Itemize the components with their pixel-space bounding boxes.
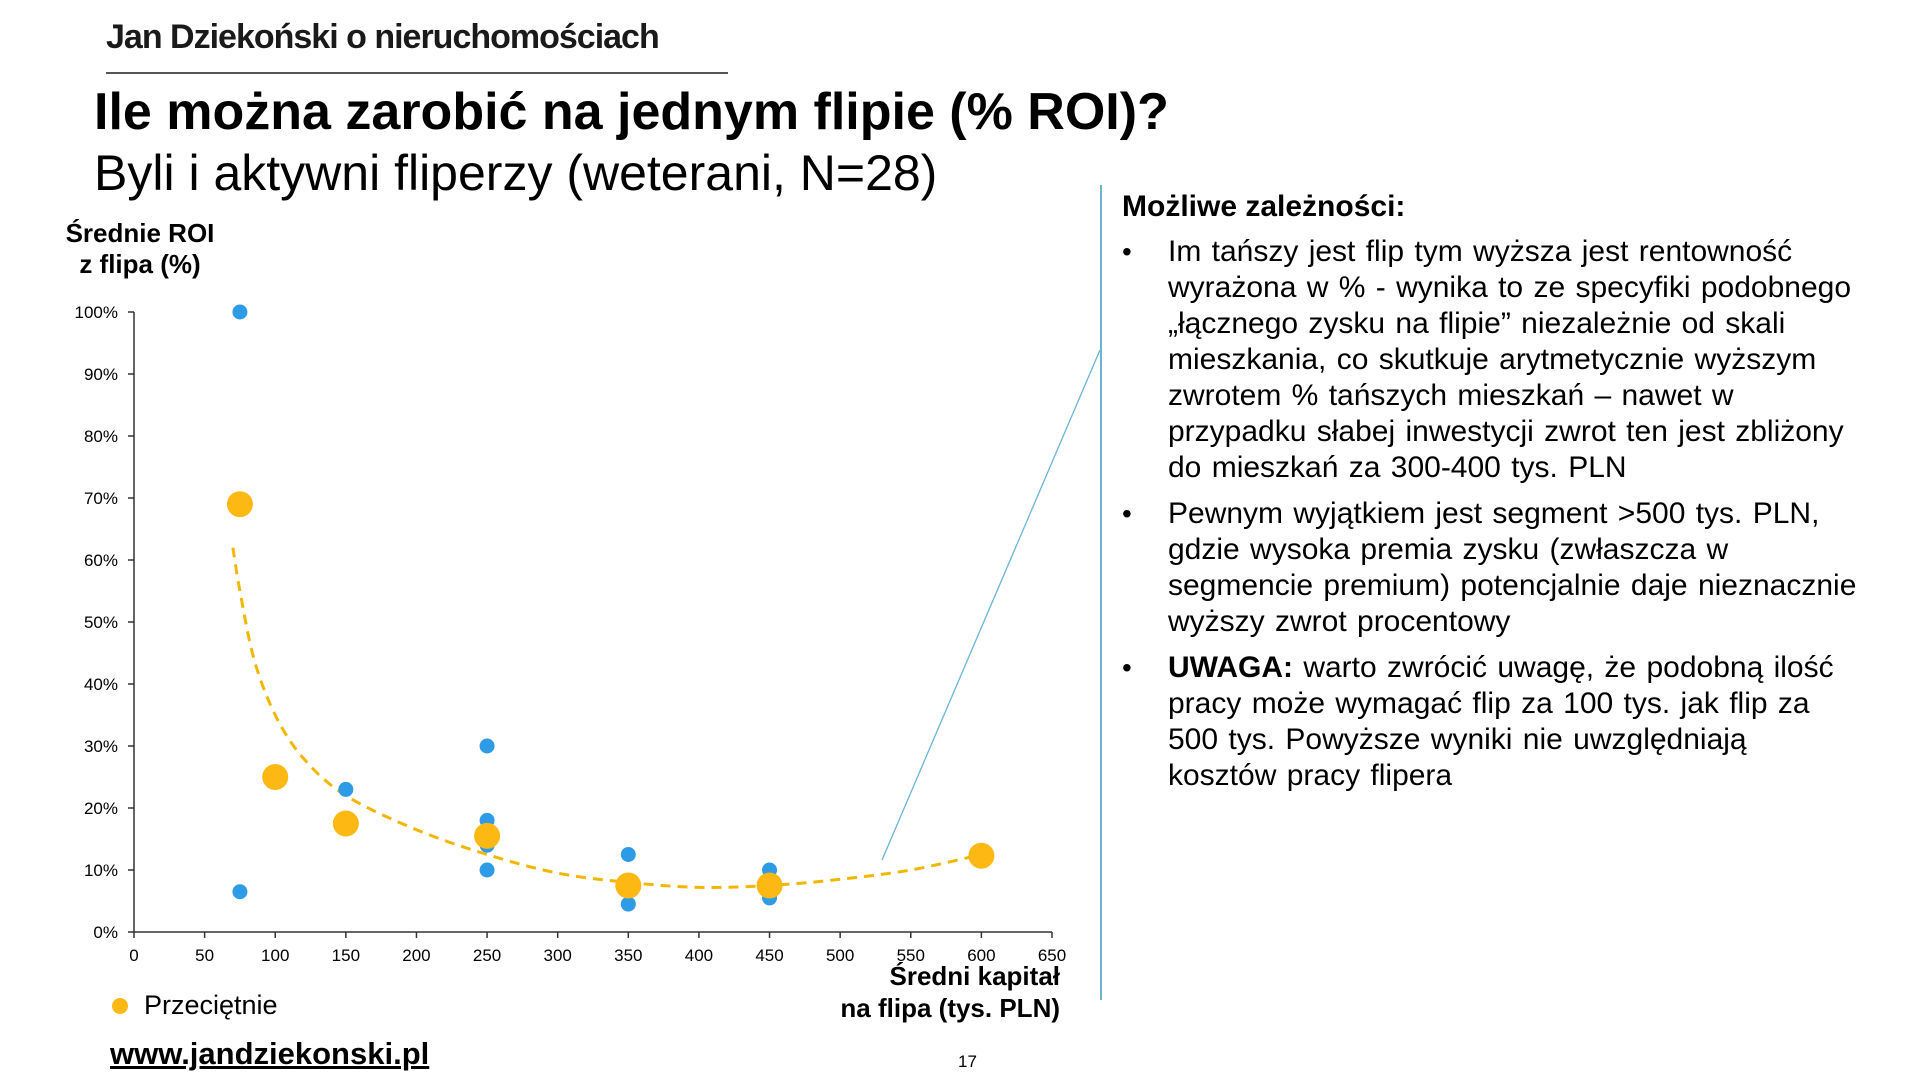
notes-title: Możliwe zależności:	[1122, 190, 1406, 223]
notes-item-text: warto zwrócić uwagę, że podobną ilość pr…	[1168, 651, 1834, 792]
y-tick-label: 60%	[84, 551, 118, 570]
x-tick-label: 150	[332, 946, 360, 965]
chart-x-axis-label: Średni kapitał na flipa (tys. PLN)	[760, 960, 1060, 1024]
roi-scatter-chart: 0 50 100 150 200 250 300 350 400 450 500 550 600 650 0…	[75, 303, 1100, 965]
y-axis-label-line-1: Średnie ROI	[65, 218, 215, 248]
x-axis-label-line-2: na flipa (tys. PLN)	[840, 993, 1060, 1023]
notes-list: • Im tańszy jest flip tym wyższa jest re…	[1122, 234, 1862, 794]
x-tick-label: 500	[826, 946, 854, 965]
y-tick-label: 0%	[93, 923, 118, 942]
average-roi-point	[615, 872, 642, 899]
individual-flipper-point	[620, 847, 636, 862]
footer-website-link[interactable]: www.jandziekonski.pl	[110, 1036, 430, 1071]
notes-item-text: Pewnym wyjątkiem jest segment >500 tys. …	[1168, 497, 1857, 638]
x-tick-label: 350	[614, 946, 642, 965]
legend-average-label: Przeciętnie	[144, 990, 278, 1020]
y-tick-label: 50%	[84, 613, 118, 632]
slide-subtitle: Byli i aktywni fliperzy (weterani, N=28)	[94, 145, 938, 201]
notes-item-lead: UWAGA:	[1168, 651, 1293, 684]
y-tick-label: 90%	[84, 365, 118, 384]
y-tick-label: 20%	[84, 799, 118, 818]
chart-axes: 0 50 100 150 200 250 300 350 400 450 500 550 600 650 0…	[75, 303, 1067, 965]
slide-title: Ile można zarobić na jednym flipie (% RO…	[94, 83, 1169, 141]
chart-callout-layer	[881, 349, 1100, 861]
individual-flipper-point	[479, 862, 495, 878]
y-tick-label: 30%	[84, 737, 118, 756]
bullet-icon: •	[1122, 652, 1132, 683]
average-roi-point	[332, 810, 359, 837]
notes-item-warning: • UWAGA: warto zwrócić uwagę, że podobną…	[1122, 650, 1862, 794]
chart-legend: Przeciętnie	[112, 990, 278, 1021]
x-axis-label-line-1: Średni kapitał	[889, 961, 1061, 991]
x-tick-label: 550	[897, 946, 925, 965]
notes-panel: Możliwe zależności: • Im tańszy jest fli…	[1122, 190, 1862, 804]
individual-flipper-point	[232, 304, 248, 320]
y-tick-label: 100%	[75, 303, 118, 322]
average-roi-point	[756, 872, 783, 899]
individual-flipper-point	[479, 738, 495, 754]
x-tick-label: 250	[473, 946, 501, 965]
chart-trendline-layer	[231, 547, 982, 889]
x-tick-label: 400	[685, 946, 713, 965]
x-tick-label: 50	[195, 946, 214, 965]
trendline-path	[231, 547, 982, 889]
x-tick-label: 0	[129, 946, 138, 965]
brand-underline	[106, 72, 728, 74]
individual-flipper-point	[232, 884, 248, 900]
x-tick-label: 650	[1038, 946, 1066, 965]
average-roi-point	[474, 822, 501, 849]
legend-average-marker	[112, 997, 128, 1014]
chart-points-layer	[226, 304, 995, 912]
average-roi-point	[968, 842, 995, 869]
x-tick-label: 300	[544, 946, 572, 965]
y-tick-label: 10%	[84, 861, 118, 880]
x-tick-label: 100	[261, 946, 289, 965]
y-tick-label: 40%	[84, 675, 118, 694]
bullet-icon: •	[1122, 498, 1132, 529]
notes-item-text: Im tańszy jest flip tym wyższa jest rent…	[1168, 235, 1852, 484]
y-tick-label: 70%	[84, 489, 118, 508]
y-tick-label: 80%	[84, 427, 118, 446]
brand-name: Jan Dziekoński o nieruchomościach	[106, 18, 660, 56]
callout-connector-line	[881, 349, 1100, 861]
vertical-divider	[1100, 185, 1102, 1000]
page-number: 17	[958, 1052, 977, 1071]
individual-flipper-point	[620, 896, 636, 912]
notes-item-premium-segment: • Pewnym wyjątkiem jest segment >500 tys…	[1122, 496, 1862, 640]
y-axis-label-line-2: z flipa (%)	[79, 249, 201, 279]
x-tick-label: 200	[402, 946, 430, 965]
x-tick-label: 450	[755, 946, 783, 965]
individual-flipper-point	[338, 781, 354, 797]
bullet-icon: •	[1122, 236, 1132, 267]
notes-item-cheaper-flip: • Im tańszy jest flip tym wyższa jest re…	[1122, 234, 1862, 486]
average-roi-point	[262, 764, 289, 790]
chart-y-axis-label: Średnie ROI z flipa (%)	[40, 218, 240, 280]
average-roi-point	[226, 491, 253, 518]
x-tick-label: 600	[967, 946, 995, 965]
